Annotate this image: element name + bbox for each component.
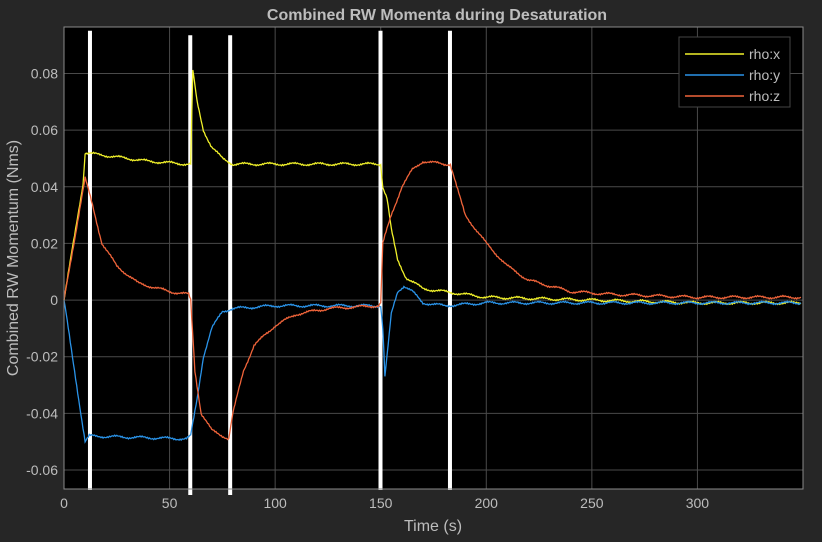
series-lines [63,69,802,444]
chart-title: Combined RW Momenta during Desaturation [267,7,607,24]
x-axis-label: Time (s) [404,518,462,535]
event-markers [87,30,452,495]
y-tick-label: 0.08 [31,65,58,81]
y-tick-label: -0.02 [26,349,58,365]
plot-border [63,26,804,490]
y-tick-label: 0.04 [31,179,58,195]
legend-label: rho:x [749,46,780,62]
x-tick-label: 250 [580,495,604,511]
y-tick-label: 0.06 [31,122,58,138]
x-tick-label: 100 [263,495,287,511]
x-tick-label: 0 [60,495,68,511]
series-line-rho-z [63,160,802,441]
legend-label: rho:y [749,67,780,83]
legend: rho:x rho:y rho:z [678,36,791,108]
y-ticks: -0.06 -0.04 -0.02 0 0.02 0.04 0.06 0.08 [26,65,58,478]
y-tick-label: -0.04 [26,405,58,421]
x-tick-label: 300 [686,495,710,511]
series-line-rho-y [63,285,802,444]
y-axis-label: Combined RW Momentum (Nms) [5,140,22,376]
legend-label: rho:z [749,88,780,104]
grid [63,27,803,489]
x-ticks: 0 50 100 150 200 250 300 [60,495,709,511]
y-tick-label: 0 [50,292,58,308]
y-tick-label: -0.06 [26,462,58,478]
x-tick-label: 200 [475,495,499,511]
x-tick-label: 150 [369,495,393,511]
y-tick-label: 0.02 [31,235,58,251]
x-tick-label: 50 [162,495,178,511]
